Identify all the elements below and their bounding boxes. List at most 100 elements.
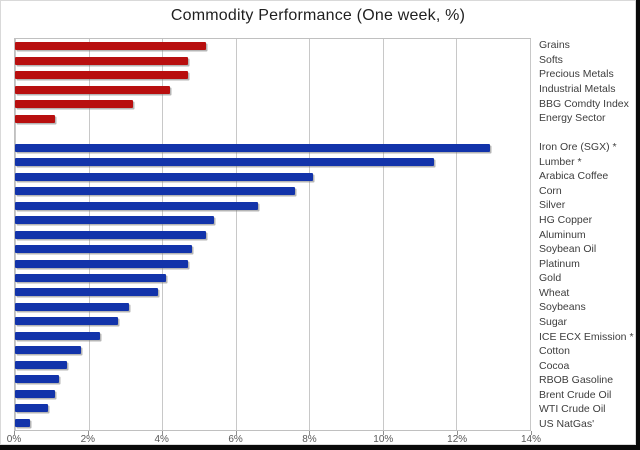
bar-row	[15, 198, 530, 212]
bar-row	[15, 372, 530, 386]
category-label: Lumber *	[539, 155, 582, 168]
x-axis-tick	[14, 431, 15, 435]
bar-row	[15, 242, 530, 256]
category-label: Industrial Metals	[539, 82, 616, 95]
bar-row	[15, 271, 530, 285]
bar-row	[15, 314, 530, 328]
bar-row	[15, 39, 530, 53]
category-label: Cocoa	[539, 359, 570, 372]
x-tick-label: 10%	[373, 434, 394, 445]
bar	[15, 375, 60, 384]
bar	[15, 143, 490, 152]
bar-row	[15, 329, 530, 343]
label-gap-row	[539, 125, 635, 140]
bar-row	[15, 53, 530, 67]
bar	[15, 42, 207, 51]
bar	[15, 245, 192, 254]
x-axis-tick	[309, 431, 311, 435]
category-label: Cotton	[539, 345, 570, 358]
bar	[15, 56, 188, 65]
category-label: Softs	[539, 53, 563, 66]
category-label: Soybeans	[539, 301, 586, 314]
category-label: US NatGas'	[539, 417, 595, 430]
x-tick-label: 4%	[154, 434, 169, 445]
bar-row	[15, 213, 530, 227]
x-axis: 0% 2% 4% 6% 8% 10% 12% 14%	[7, 431, 541, 447]
bar-row	[15, 387, 530, 401]
category-label: Grains	[539, 39, 570, 52]
bar	[15, 302, 130, 311]
bar	[15, 85, 170, 94]
bar-row	[15, 285, 530, 299]
bar	[15, 230, 207, 239]
bar	[15, 273, 166, 282]
bar-row	[15, 227, 530, 241]
bar-row	[15, 82, 530, 96]
bar	[15, 201, 258, 210]
bar	[15, 71, 188, 80]
bar	[15, 404, 49, 413]
bar	[15, 331, 100, 340]
bar-row	[15, 256, 530, 270]
category-label: BBG Comdty Index	[539, 97, 629, 110]
category-label: Sugar	[539, 315, 568, 328]
bar-row	[15, 300, 530, 314]
category-label: Soybean Oil	[539, 243, 597, 256]
category-label: RBOB Gasoline	[539, 374, 614, 387]
bar-row	[15, 155, 530, 169]
x-tick-label: 0%	[6, 434, 22, 445]
plot-area	[14, 38, 531, 431]
series-gap-row	[15, 126, 530, 140]
category-label: Wheat	[539, 286, 570, 299]
category-label: Arabica Coffee	[539, 170, 609, 183]
bar	[15, 288, 159, 297]
x-axis-tick	[161, 431, 163, 435]
x-tick-label: 8%	[302, 434, 317, 445]
category-label: Gold	[539, 272, 562, 285]
gridline	[456, 39, 458, 430]
bar-row	[15, 111, 530, 125]
x-tick-label: 2%	[80, 434, 96, 445]
bar	[15, 158, 435, 167]
x-axis-tick	[383, 431, 385, 435]
chart-title: Commodity Performance (One week, %)	[170, 7, 466, 24]
category-label: Energy Sector	[539, 112, 606, 125]
bar-row	[15, 140, 530, 154]
bar-row	[15, 97, 530, 111]
bar-row	[15, 401, 530, 415]
bar	[15, 187, 295, 196]
x-tick-label: 14%	[520, 434, 542, 445]
x-axis-tick	[235, 431, 237, 435]
gridline	[235, 39, 237, 430]
x-axis-tick	[457, 431, 459, 435]
category-label: WTI Crude Oil	[539, 403, 606, 416]
gridline	[530, 39, 531, 430]
bar	[15, 259, 188, 268]
bar	[15, 100, 133, 109]
bar	[15, 317, 118, 326]
bar	[15, 114, 56, 123]
bar-row	[15, 68, 530, 82]
bar-row	[15, 358, 530, 372]
category-label: Aluminum	[539, 228, 586, 241]
x-axis-tick	[87, 431, 89, 435]
category-label: HG Copper	[539, 214, 593, 227]
bar-row	[15, 343, 530, 357]
category-label: Precious Metals	[539, 68, 614, 81]
bar	[15, 360, 67, 369]
category-label: ICE ECX Emission *	[539, 330, 634, 343]
category-label: Corn	[539, 184, 562, 197]
category-label: Platinum	[539, 257, 580, 270]
x-tick-label: 12%	[447, 434, 468, 445]
bar	[15, 346, 82, 355]
category-labels-column: Grains Softs Precious Metals Industrial Met…	[539, 38, 635, 431]
bar	[15, 172, 313, 181]
bar-row	[15, 184, 530, 198]
category-label: Silver	[539, 199, 566, 212]
gridline	[382, 39, 384, 430]
category-label: Iron Ore (SGX) *	[539, 141, 617, 154]
x-tick-label: 6%	[228, 434, 243, 445]
bar	[15, 389, 56, 398]
